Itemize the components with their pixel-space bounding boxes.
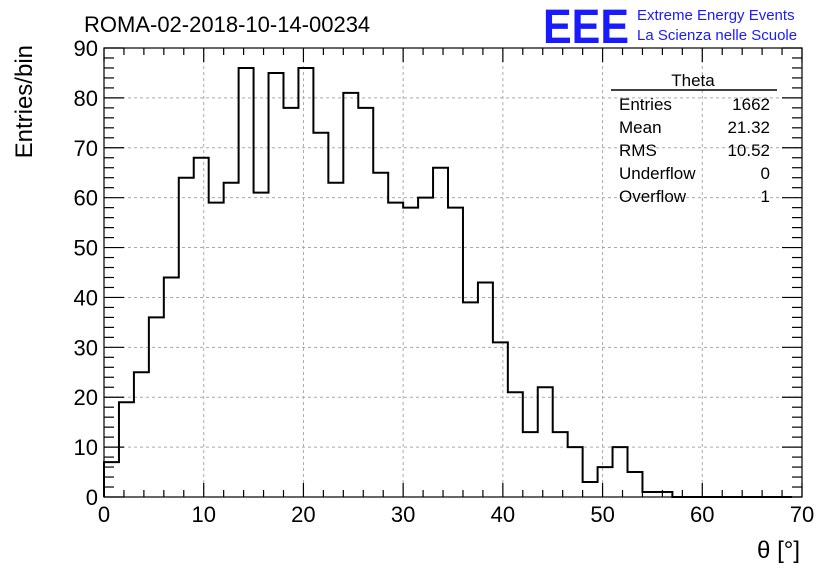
stats-box: Theta Entries 1662 Mean 21.32 RMS 10.52 Underf… xyxy=(611,71,777,206)
x-tick-label: 30 xyxy=(391,502,415,527)
x-tick-label: 10 xyxy=(191,502,215,527)
x-tick-label: 70 xyxy=(790,502,814,527)
logo-line1: Extreme Energy Events xyxy=(637,7,795,24)
eee-logo: EEE Extreme Energy Events La Scienza nel… xyxy=(543,1,797,54)
chart-title: ROMA-02-2018-10-14-00234 xyxy=(84,12,370,37)
histogram-outline xyxy=(103,66,793,498)
stats-label: Entries xyxy=(619,95,672,114)
stats-label: RMS xyxy=(619,141,657,160)
stats-label: Overflow xyxy=(619,187,687,206)
stats-value: 0 xyxy=(761,164,770,183)
x-tick-label: 60 xyxy=(690,502,714,527)
y-tick-label: 90 xyxy=(74,36,98,61)
y-tick-label: 0 xyxy=(86,485,98,510)
grid-lines xyxy=(104,48,802,497)
stats-value: 1 xyxy=(761,187,770,206)
stats-value: 1662 xyxy=(732,95,770,114)
y-tick-label: 80 xyxy=(74,86,98,111)
x-tick-label: 20 xyxy=(291,502,315,527)
stats-value: 21.32 xyxy=(727,118,770,137)
stats-value: 10.52 xyxy=(727,141,770,160)
y-axis-label: Entries/bin xyxy=(11,45,38,158)
logo-line2: La Scienza nelle Scuole xyxy=(637,27,797,44)
x-tick-label: 50 xyxy=(590,502,614,527)
plot-frame xyxy=(103,47,803,498)
x-tick-label: 40 xyxy=(491,502,515,527)
stats-name: Theta xyxy=(671,71,715,90)
stats-label: Underflow xyxy=(619,164,696,183)
axis-ticks xyxy=(103,47,803,498)
y-tick-label: 70 xyxy=(74,136,98,161)
x-axis-label: θ [°] xyxy=(757,537,800,564)
y-tick-label: 30 xyxy=(74,335,98,360)
y-tick-label: 50 xyxy=(74,236,98,261)
stats-label: Mean xyxy=(619,118,662,137)
y-tick-label: 60 xyxy=(74,186,98,211)
y-tick-label: 10 xyxy=(74,435,98,460)
stats-rows: Entries 1662 Mean 21.32 RMS 10.52 Underflow 0 Ov… xyxy=(619,95,770,206)
logo-letters: EEE xyxy=(543,1,629,54)
y-tick-label: 40 xyxy=(74,285,98,310)
x-tick-label: 0 xyxy=(98,502,110,527)
y-tick-label: 20 xyxy=(74,385,98,410)
